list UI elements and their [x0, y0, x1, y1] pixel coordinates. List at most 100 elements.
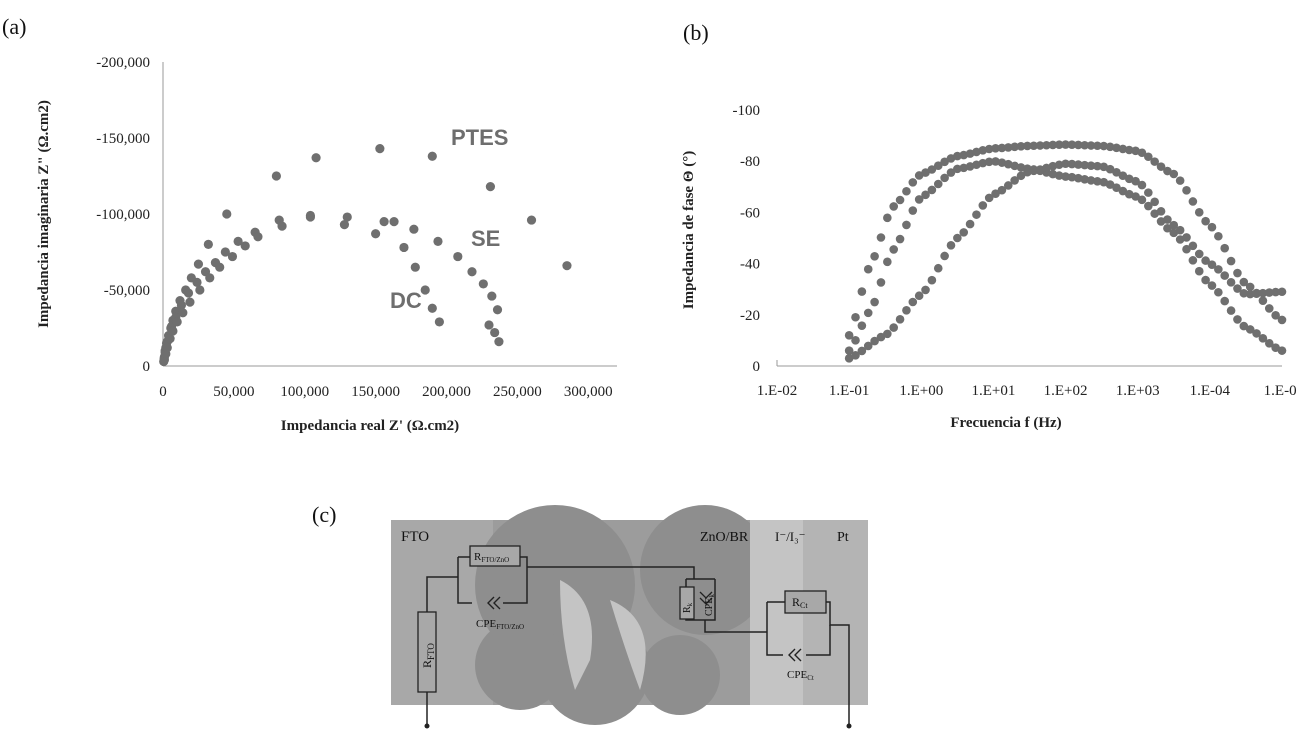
nyquist-point-dc	[185, 297, 195, 307]
nyquist-point-se	[220, 247, 230, 257]
nyquist-point-dc	[494, 337, 504, 347]
nyquist-x-tick-label: 150,000	[351, 384, 400, 400]
bode-point-series-3	[933, 263, 943, 273]
bode-point-series-2	[1137, 195, 1147, 205]
panel-label-a: (a)	[2, 14, 26, 39]
bode-point-series-3	[927, 275, 937, 285]
label-zno-br: ZnO/BR	[700, 530, 749, 545]
bode-point-series-3	[851, 351, 860, 360]
bode-point-series-3	[1010, 176, 1019, 185]
bode-point-series-3	[1118, 171, 1128, 180]
label-cpe-ct: CPECt	[787, 669, 814, 682]
bode-point-series-1	[870, 252, 879, 261]
bode-x-tick-label: 1.E+01	[971, 383, 1015, 399]
bode-point-series-2	[883, 257, 892, 267]
bode-point-series-2	[933, 179, 943, 189]
bode-point-series-1	[1093, 141, 1102, 151]
bode-point-series-2	[984, 157, 994, 167]
bode-point-series-3	[1201, 256, 1210, 265]
nyquist-x-title: Impedancia real Z' (Ω.cm2)	[281, 418, 459, 434]
equivalent-circuit-diagram: FTO ZnO/BR I⁻/I₃⁻ Pt RFTO RFTO/ZnO	[391, 505, 868, 729]
nyquist-point-dc	[399, 242, 409, 253]
bode-point-series-3	[902, 306, 911, 315]
bode-point-series-3	[883, 329, 892, 339]
nyquist-x-tick-label: 300,000	[564, 384, 613, 400]
nyquist-point-dc	[339, 220, 350, 230]
bode-point-series-2	[1201, 275, 1210, 285]
nyquist-point-ptes	[562, 261, 572, 271]
resistor-r-fto	[417, 611, 437, 693]
nyquist-x-tick-label: 200,000	[422, 384, 471, 400]
bode-point-series-1	[1271, 310, 1280, 320]
bode-point-series-2	[1131, 192, 1140, 201]
bode-point-series-1	[1258, 296, 1268, 305]
bode-point-series-1	[889, 202, 899, 211]
nyquist-point-ptes	[526, 215, 537, 225]
bode-point-series-1	[1175, 176, 1185, 185]
bode-point-series-1	[1099, 141, 1109, 151]
nyquist-point-ptes	[193, 259, 204, 269]
nyquist-point-se	[342, 212, 352, 222]
bode-y-title: Impedancia de fase Θ (°)	[681, 151, 697, 310]
bode-point-series-2	[1220, 296, 1230, 306]
bode-point-series-1	[1074, 140, 1083, 150]
nyquist-point-ptes	[203, 239, 213, 249]
bode-point-series-2	[1016, 163, 1026, 172]
bode-point-series-1	[927, 165, 937, 174]
bode-point-series-1	[908, 178, 918, 187]
bode-point-series-2	[1118, 186, 1128, 196]
bode-point-series-2	[1194, 266, 1204, 276]
nyquist-point-se	[233, 236, 243, 246]
panel-label-c: (c)	[312, 502, 336, 527]
nyquist-plot: 0 50,000 100,000 150,000 200,000 250,000 300,0…	[36, 55, 617, 434]
label-cpe-k: CPEk	[704, 594, 716, 616]
bode-point-series-3	[1093, 161, 1102, 171]
bode-point-series-1	[1029, 141, 1039, 151]
bode-point-series-1	[1112, 143, 1121, 153]
bode-point-series-3	[1252, 289, 1261, 298]
bode-point-series-1	[1086, 141, 1096, 150]
bode-point-series-3	[953, 233, 962, 243]
bode-point-series-2	[1214, 287, 1223, 297]
bode-point-series-1	[1035, 141, 1045, 150]
bode-point-series-3	[889, 323, 899, 332]
bode-point-series-2	[1105, 180, 1115, 189]
label-electrolyte: I⁻/I₃⁻	[775, 529, 806, 544]
bode-point-series-2	[1112, 183, 1121, 192]
nyquist-point-ptes	[375, 144, 385, 154]
bode-point-series-2	[1277, 346, 1287, 355]
zno-grain	[640, 505, 770, 635]
nyquist-point-dc	[484, 320, 494, 330]
zno-grain	[475, 620, 565, 710]
bode-point-series-3	[972, 210, 981, 219]
bode-point-series-3	[1080, 160, 1089, 170]
bode-point-series-3	[1264, 288, 1274, 297]
bode-point-series-3	[991, 189, 1000, 198]
bode-point-series-3	[1144, 188, 1153, 197]
bode-point-series-3	[1175, 225, 1185, 235]
bode-point-series-3	[1277, 287, 1287, 297]
bode-point-series-3	[997, 185, 1007, 195]
resistor-r-fto-zno	[469, 545, 521, 567]
bode-point-series-2	[921, 190, 930, 200]
bode-point-series-3	[1150, 197, 1159, 207]
bode-point-series-1	[1220, 243, 1230, 253]
bode-point-series-2	[1188, 256, 1198, 265]
label-r-fto-zno: RFTO/ZnO	[474, 551, 509, 564]
bode-point-series-2	[857, 321, 867, 330]
label-pt: Pt	[837, 530, 849, 545]
nyquist-y-tick-label: 0	[143, 359, 151, 375]
bode-x-tick-label: 1.E+00	[899, 383, 943, 399]
bode-point-series-2	[940, 173, 949, 183]
bode-point-series-2	[1080, 175, 1089, 184]
bode-point-series-3	[914, 291, 924, 301]
bode-point-series-1	[1277, 315, 1287, 325]
circuit-wires	[426, 556, 850, 728]
bode-phase-plot: 1.E-02 1.E-01 1.E+00 1.E+01 1.E+02 1.E+03 1.E-…	[681, 103, 1297, 431]
bode-point-series-3	[1054, 160, 1064, 170]
bode-point-series-3	[1169, 220, 1179, 230]
bode-point-series-2	[1163, 223, 1172, 233]
nyquist-x-tick-label: 100,000	[280, 384, 329, 400]
bode-point-series-1	[1124, 145, 1134, 155]
